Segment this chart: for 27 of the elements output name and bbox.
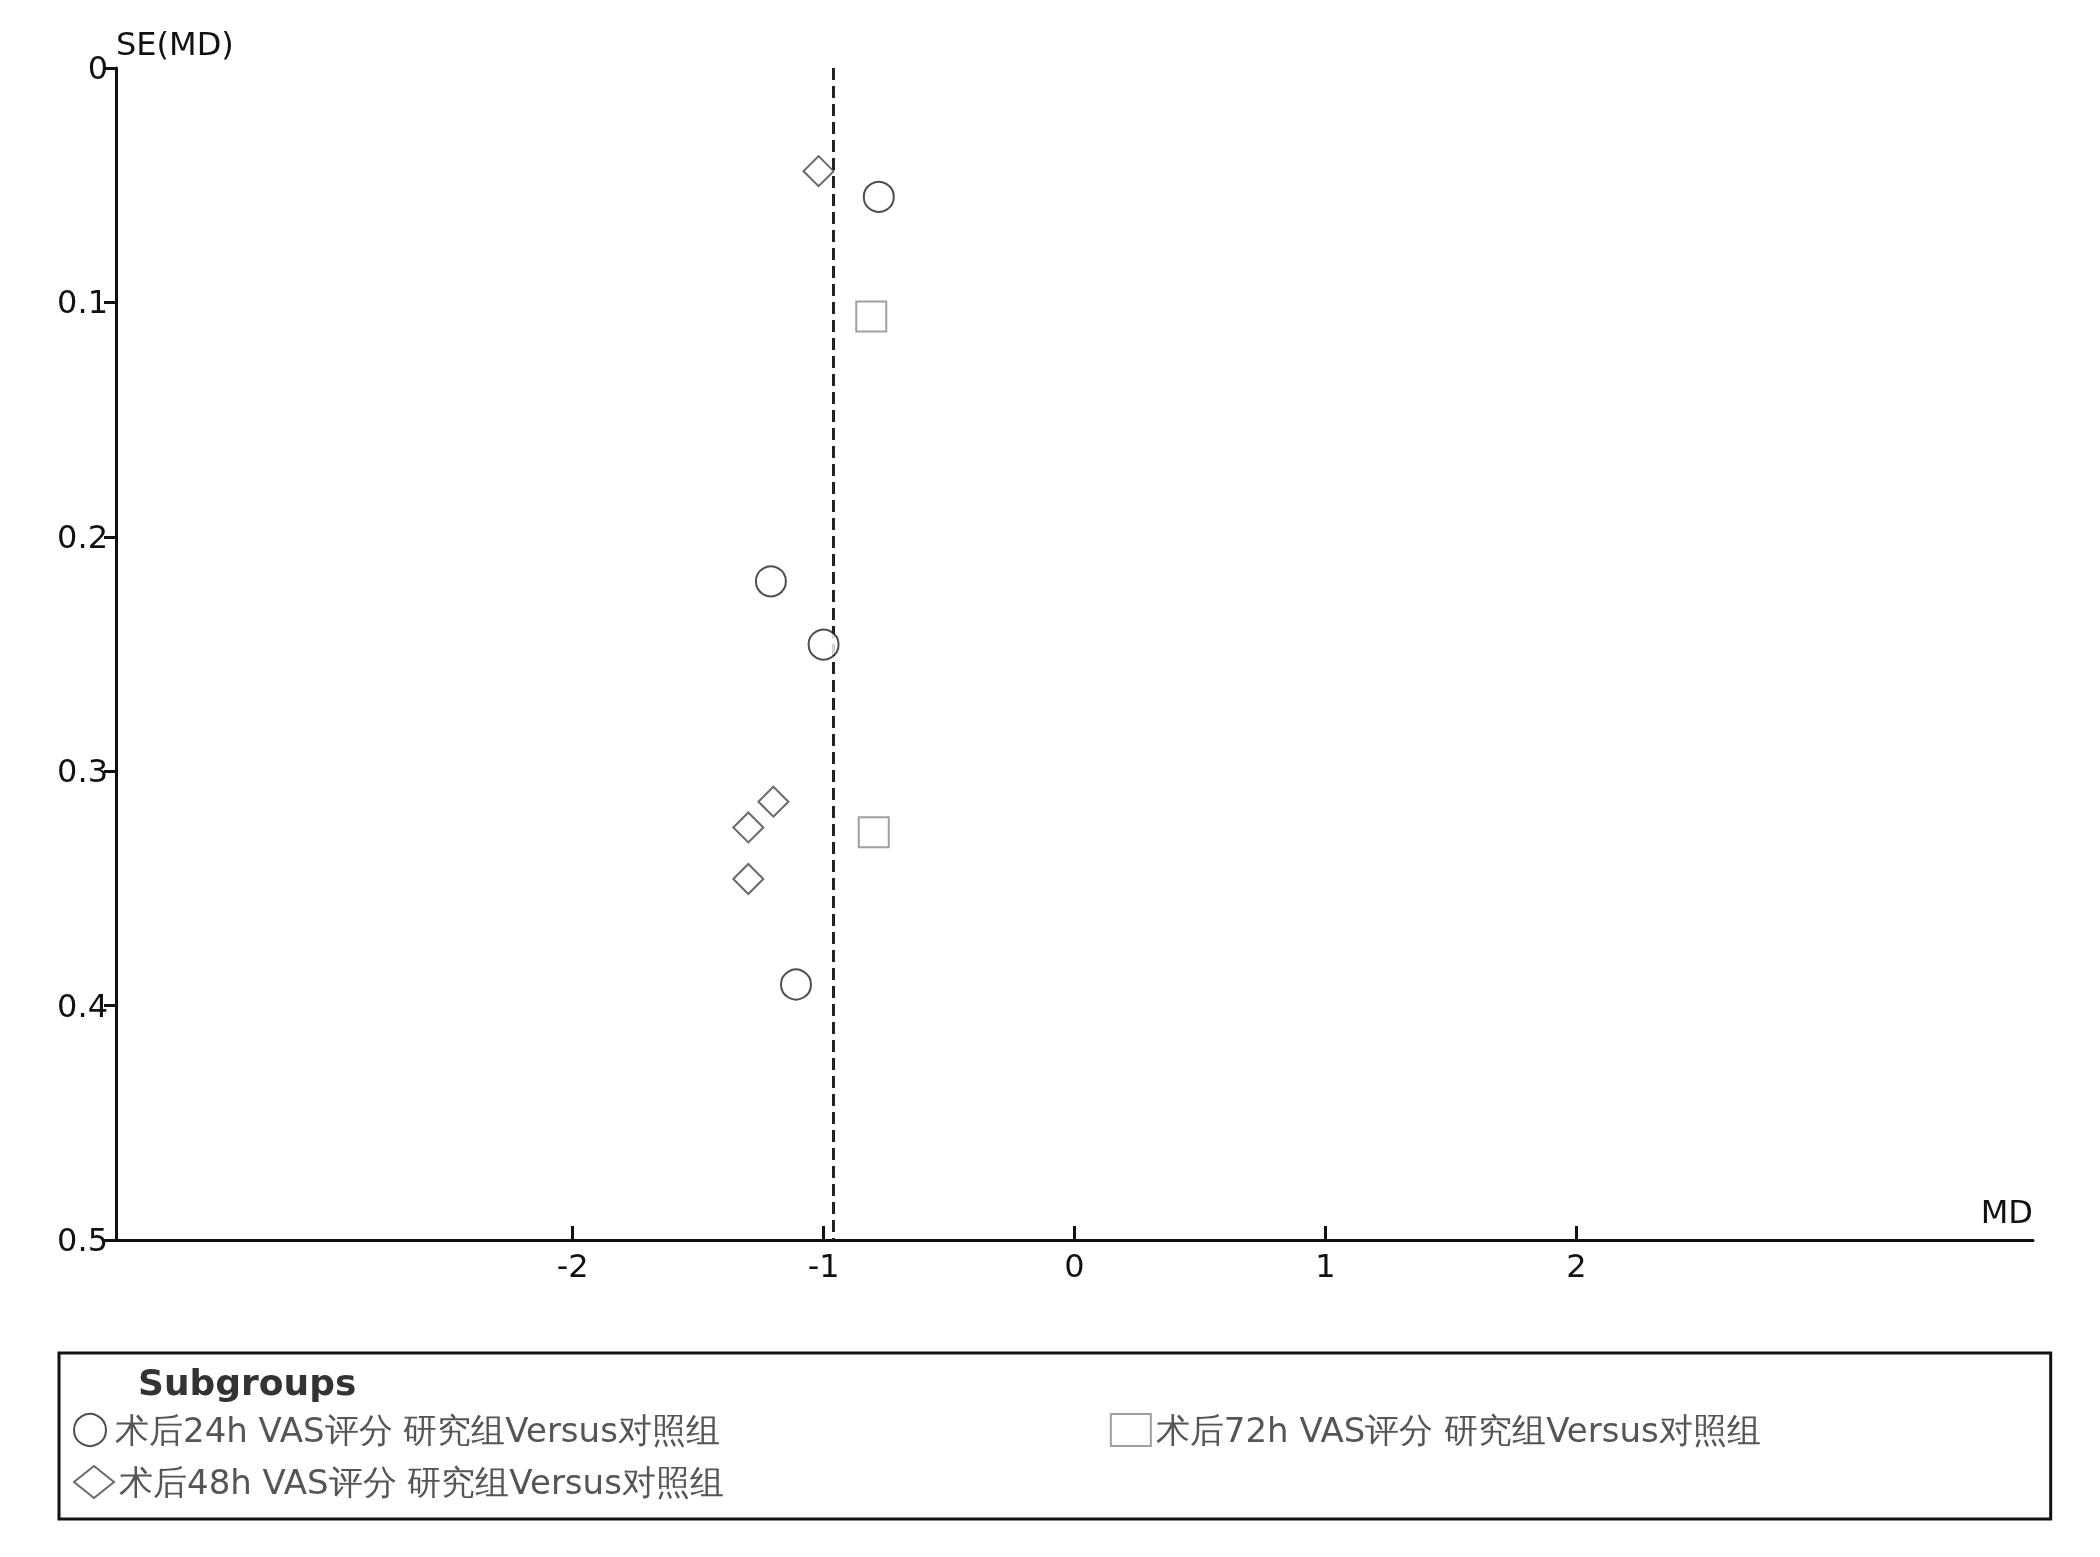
x-tick-label: 2 <box>1566 1247 1587 1285</box>
legend-label: 术后72h VAS评分 研究组Versus对照组 <box>1155 1410 1761 1450</box>
x-tick-label: -1 <box>807 1247 840 1285</box>
y-tick-label: 0.5 <box>57 1221 108 1259</box>
legend-title: Subgroups <box>138 1361 357 1403</box>
point <box>732 863 765 896</box>
y-axis-title: SE(MD) <box>116 25 234 63</box>
legend-label: 术后24h VAS评分 研究组Versus对照组 <box>115 1410 720 1450</box>
point <box>754 565 787 598</box>
y-tick-label: 0.1 <box>57 283 108 322</box>
y-tick-label: 0.4 <box>57 986 108 1025</box>
x-tick-label: -2 <box>556 1247 589 1285</box>
x-axis-title: MD <box>1980 1193 2033 1231</box>
x-tick-label: 0 <box>1064 1247 1085 1285</box>
point <box>732 811 765 844</box>
point <box>802 155 835 188</box>
x-tick-label: 1 <box>1315 1247 1336 1285</box>
point <box>757 785 790 818</box>
y-tick-label: 0 <box>87 49 108 87</box>
point <box>807 628 840 661</box>
y-tick-label: 0.2 <box>57 517 108 556</box>
point <box>857 816 890 849</box>
legend-label: 术后48h VAS评分 研究组Versus对照组 <box>119 1462 724 1502</box>
y-tick-label: 0.3 <box>57 752 108 791</box>
point <box>855 300 888 333</box>
point <box>862 180 895 213</box>
point <box>780 968 812 1001</box>
